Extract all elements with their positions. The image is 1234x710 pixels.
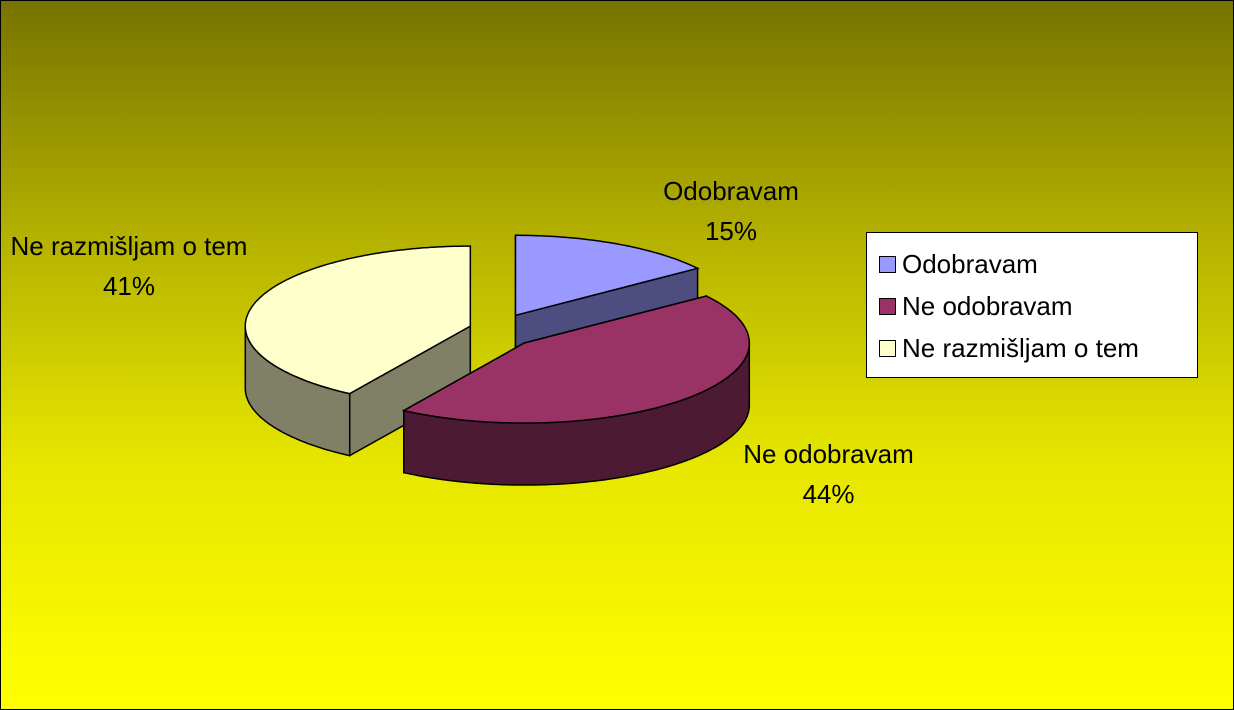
legend-swatch [879, 255, 896, 273]
legend-label: Odobravam [902, 248, 1038, 279]
pie-slice [401, 295, 751, 486]
slice-top [514, 234, 700, 317]
legend: Odobravam Ne odobravam Ne razmišljam o tem [866, 232, 1198, 378]
data-label-value: 44% [802, 479, 855, 509]
legend-entry: Ne razmišljam o tem [879, 327, 1197, 369]
legend-label: Ne odobravam [902, 290, 1073, 321]
slice-top [244, 245, 472, 395]
data-label-value: 15% [704, 216, 758, 246]
data-label-value: 41% [102, 271, 156, 301]
data-label-category: Ne razmišljam o tem [10, 231, 248, 261]
data-label: Ne razmišljam o tem 41% [1, 226, 257, 306]
pie-slice [244, 245, 472, 457]
data-label-category: Ne odobravam [743, 439, 914, 469]
legend-swatch [879, 339, 896, 357]
data-label: Ne odobravam 44% [701, 434, 956, 514]
slice-top [401, 295, 751, 424]
legend-entry: Odobravam [879, 243, 1197, 285]
data-label: Odobravam 15% [651, 171, 811, 251]
legend-swatch [879, 297, 896, 315]
legend-entry: Ne odobravam [879, 285, 1197, 327]
legend-label: Ne razmišljam o tem [902, 332, 1139, 363]
data-label-category: Odobravam [663, 176, 799, 206]
